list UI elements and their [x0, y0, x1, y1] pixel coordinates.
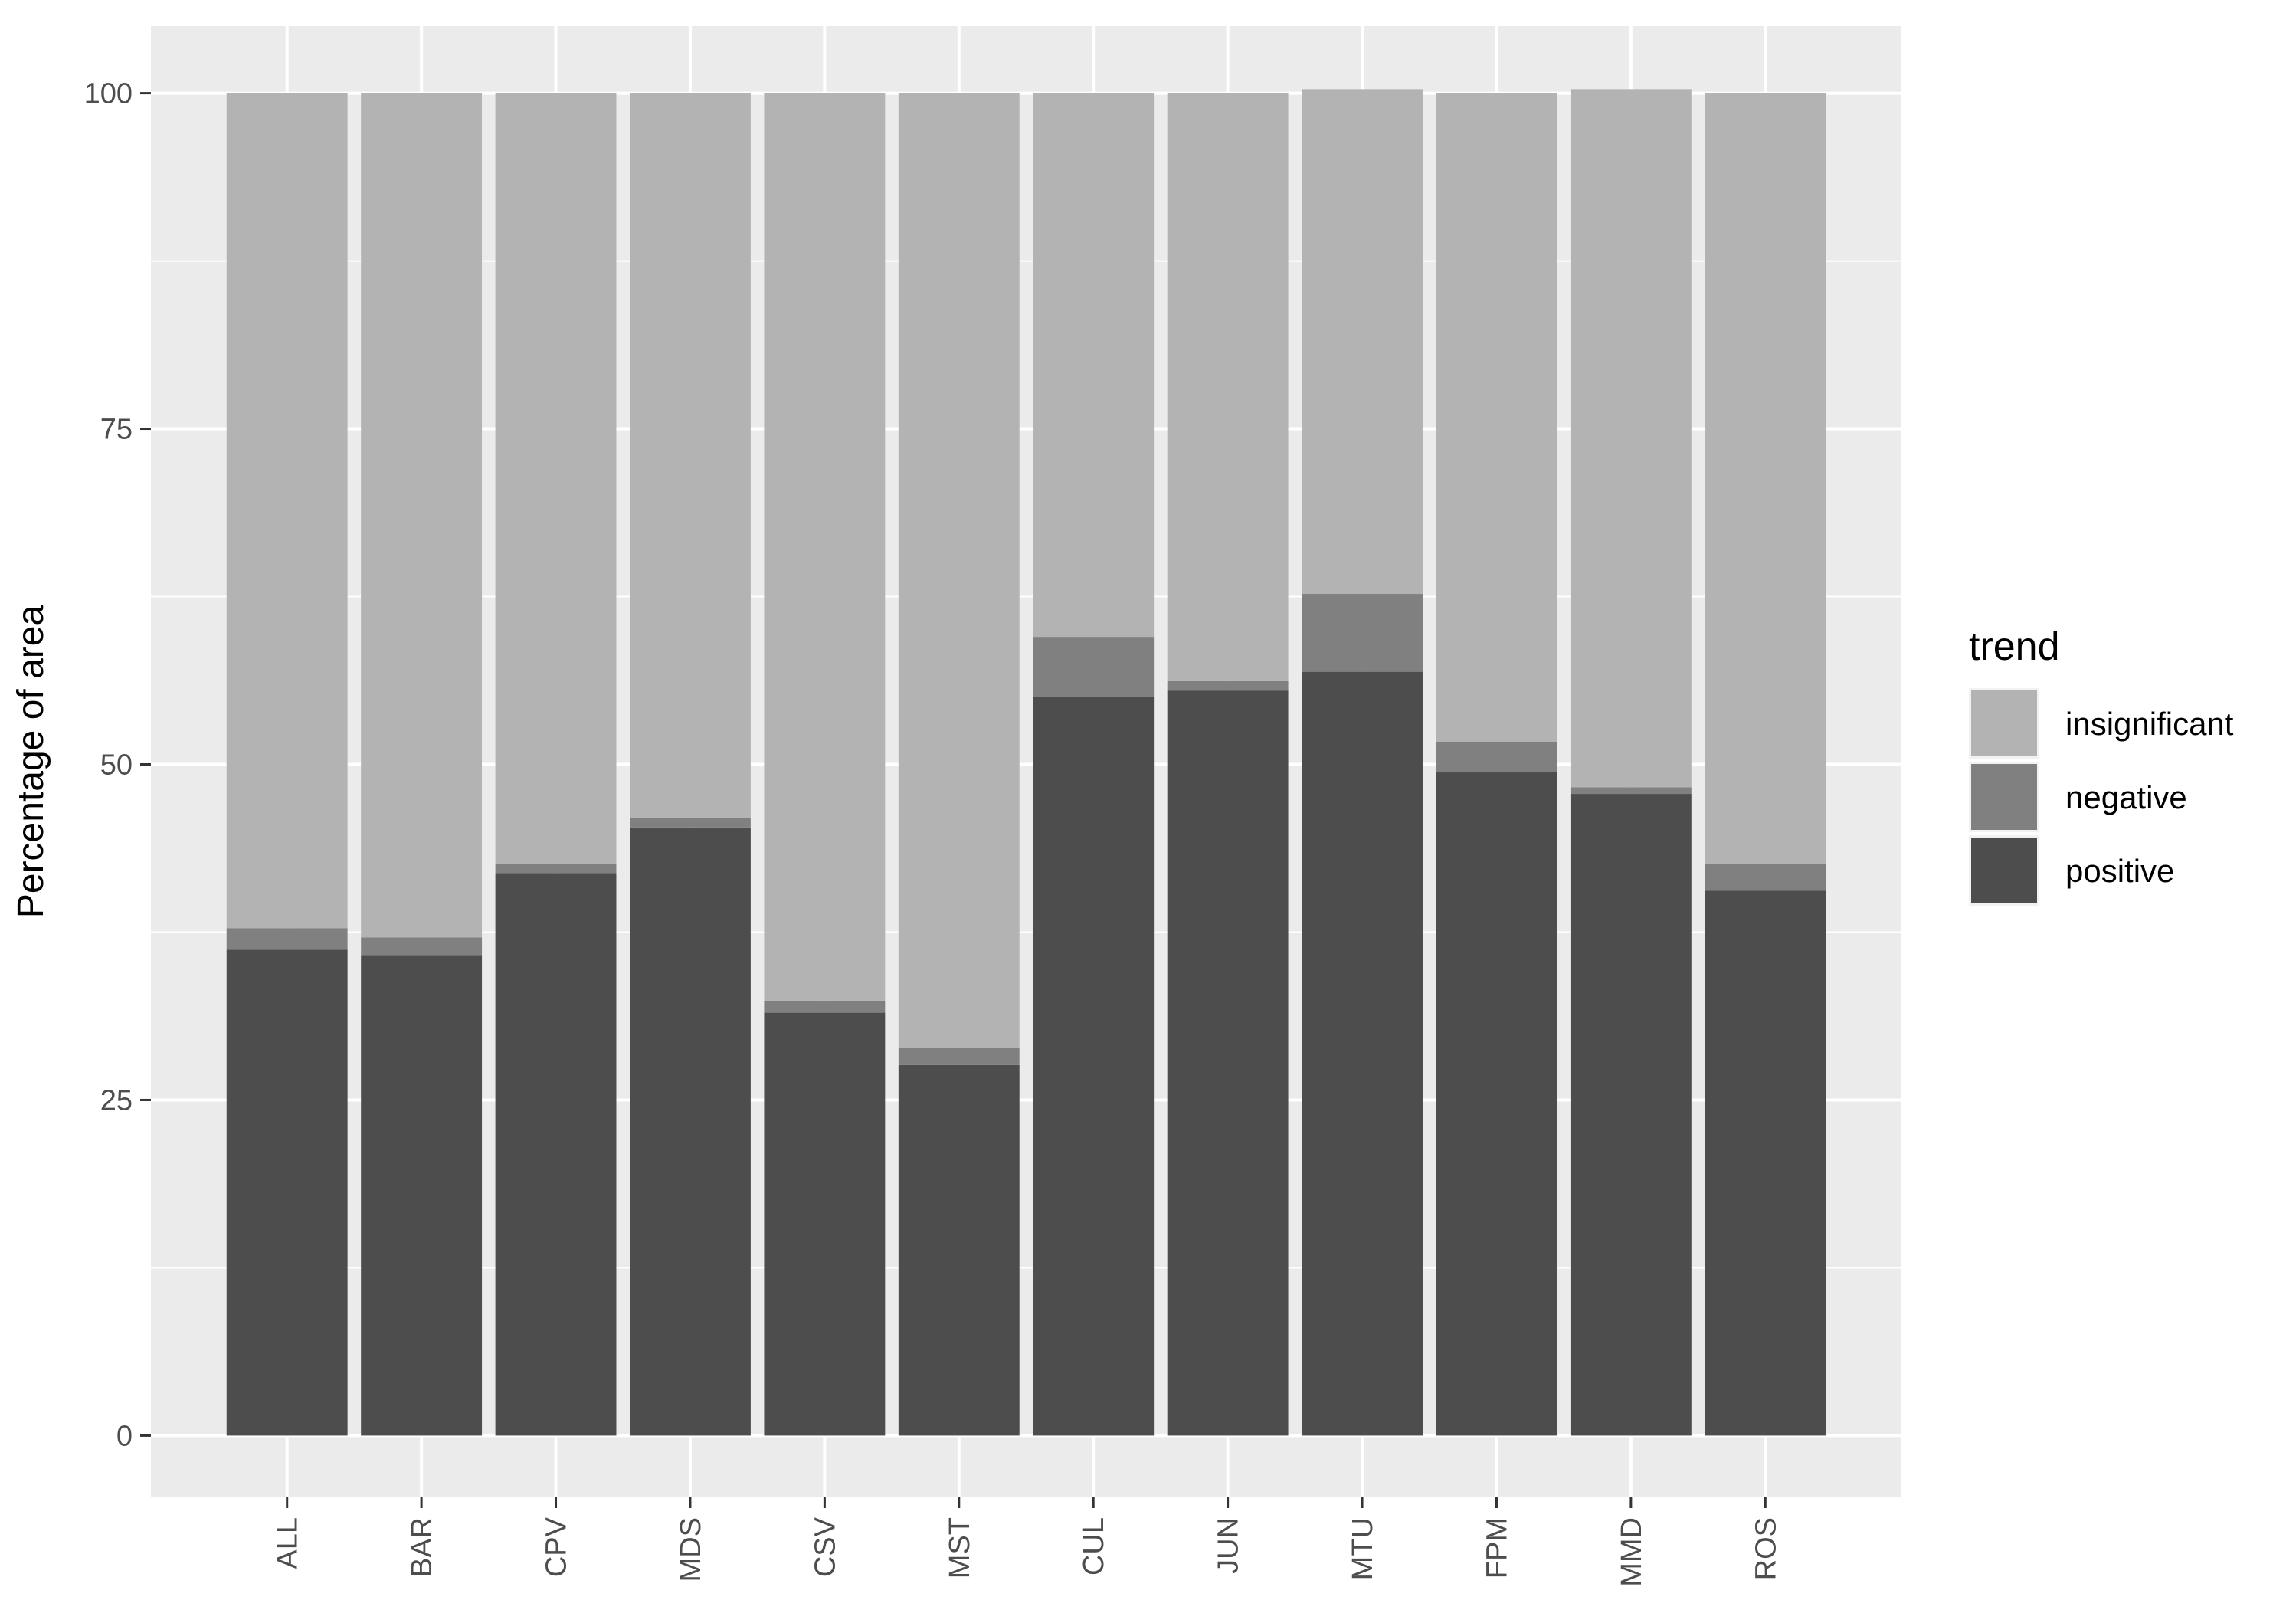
- bar-segment-insignificant: [1570, 89, 1692, 788]
- legend-swatch-negative: [1971, 764, 2037, 830]
- bar-segment-positive: [764, 1012, 886, 1436]
- bar-segment-positive: [1705, 890, 1826, 1436]
- bar-segment-negative: [226, 928, 348, 950]
- bar-segment-negative: [898, 1048, 1020, 1065]
- bar-segment-negative: [361, 937, 483, 956]
- x-tick-label: MMD: [1616, 1517, 1648, 1587]
- bar-segment-negative: [495, 864, 617, 874]
- x-tick-label: MTU: [1347, 1517, 1379, 1580]
- bar-segment-positive: [226, 949, 348, 1436]
- bar-segment-insignificant: [226, 93, 348, 929]
- bars: [226, 89, 1826, 1436]
- bar-segment-positive: [898, 1064, 1020, 1436]
- x-tick-label: CSV: [809, 1516, 841, 1577]
- y-tick-label: 0: [116, 1420, 133, 1452]
- bar-segment-insignificant: [361, 93, 483, 938]
- x-tick-label: MDS: [675, 1517, 707, 1582]
- bar-segment-insignificant: [1436, 93, 1557, 742]
- legend-title: trend: [1969, 625, 2060, 669]
- x-tick-label: FPM: [1481, 1517, 1513, 1579]
- bar-segment-positive: [1033, 697, 1155, 1436]
- bar-segment-positive: [1302, 671, 1423, 1436]
- x-axis: ALL BAR CPV MDS CSV MST CUL JUN MTU FPM MMD ROS: [272, 1497, 1782, 1587]
- bar-segment-insignificant: [1302, 89, 1423, 595]
- bar-segment-negative: [764, 1000, 886, 1013]
- bar-segment-positive: [361, 955, 483, 1436]
- x-tick-label: CPV: [541, 1516, 573, 1577]
- legend: trend insignificant negative positive: [1969, 625, 2234, 906]
- x-tick-label: JUN: [1213, 1517, 1245, 1574]
- y-tick-label: 50: [100, 749, 133, 782]
- x-tick-label: MST: [944, 1517, 976, 1579]
- x-tick-label: BAR: [406, 1517, 438, 1577]
- bar-segment-insignificant: [1167, 93, 1289, 681]
- bar-segment-insignificant: [1033, 93, 1155, 638]
- bar-segment-negative: [1705, 864, 1826, 891]
- legend-label-negative: negative: [2065, 779, 2187, 815]
- legend-label-positive: positive: [2065, 853, 2174, 889]
- y-tick-label: 75: [100, 414, 133, 446]
- bar-segment-insignificant: [898, 93, 1020, 1048]
- legend-swatch-positive: [1971, 838, 2037, 903]
- bar-segment-positive: [1167, 690, 1289, 1436]
- y-axis: 0 25 50 75 100: [84, 78, 151, 1452]
- bar-segment-insignificant: [630, 93, 751, 818]
- bar-segment-positive: [1436, 772, 1557, 1436]
- bar-segment-positive: [1570, 794, 1692, 1436]
- bar-segment-negative: [1436, 741, 1557, 773]
- x-tick-label: CUL: [1078, 1517, 1110, 1575]
- bar-segment-negative: [630, 818, 751, 828]
- bar-segment-insignificant: [495, 93, 617, 864]
- bar-segment-negative: [1302, 594, 1423, 672]
- y-axis-title: Percentage of area: [11, 605, 51, 919]
- bar-segment-positive: [630, 827, 751, 1436]
- bar-segment-insignificant: [1705, 93, 1826, 864]
- bar-segment-negative: [1167, 680, 1289, 691]
- bar-segment-positive: [495, 873, 617, 1436]
- x-tick-label: ALL: [272, 1517, 304, 1569]
- bar-segment-negative: [1033, 637, 1155, 697]
- legend-label-insignificant: insignificant: [2065, 706, 2234, 742]
- x-tick-label: ROS: [1750, 1517, 1782, 1580]
- bar-segment-negative: [1570, 787, 1692, 795]
- y-tick-label: 100: [84, 78, 133, 110]
- bar-segment-insignificant: [764, 93, 886, 1001]
- y-tick-label: 25: [100, 1084, 133, 1116]
- legend-swatch-insignificant: [1971, 690, 2037, 756]
